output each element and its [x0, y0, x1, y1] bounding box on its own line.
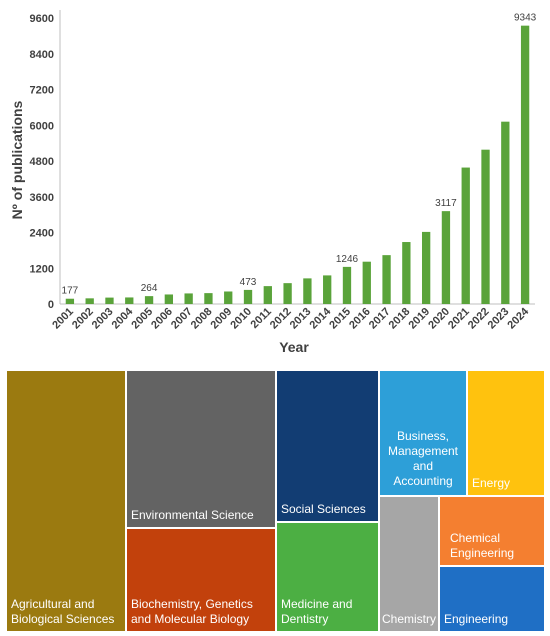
data-labels: 177 264 473 1246 3117 9343 — [62, 13, 537, 297]
treemap-cell-medicine: Medicine and Dentistry — [276, 522, 379, 632]
x-tick-label: 2012 — [268, 306, 294, 332]
y-tick-label: 1200 — [30, 263, 54, 275]
x-tick-label: 2008 — [189, 306, 215, 332]
y-axis-ticks: 0 1200 2400 3600 4800 6000 7200 8400 9600 — [30, 13, 54, 311]
treemap-label: Chemistry — [382, 612, 437, 626]
bar-2011 — [263, 286, 272, 304]
bar-2002 — [85, 298, 94, 304]
treemap-label: Energy — [472, 476, 511, 490]
bar-2019 — [421, 231, 431, 304]
bar-2023 — [501, 121, 510, 304]
bar-2009 — [224, 291, 233, 304]
x-tick-label: 2020 — [426, 306, 452, 332]
treemap-label: Biochemistry, Genetics and Molecular Bio… — [131, 597, 253, 626]
x-tick-label: 2018 — [387, 306, 413, 332]
x-axis-ticks: 2001200220032004200520062007200820092010… — [50, 305, 532, 331]
data-label-2001: 177 — [62, 286, 79, 297]
x-tick-label: 2022 — [466, 306, 492, 332]
bar-2015 — [342, 266, 352, 304]
data-label-2010: 473 — [240, 277, 257, 288]
treemap: Agricultural and Biological Sciences Env… — [6, 370, 545, 632]
treemap-cell-agricultural: Agricultural and Biological Sciences — [6, 370, 126, 632]
x-tick-label: 2019 — [406, 306, 432, 332]
x-tick-label: 2009 — [209, 306, 235, 332]
treemap-cell-biochemistry: Biochemistry, Genetics and Molecular Bio… — [126, 528, 276, 632]
bar-2017 — [382, 255, 391, 304]
y-tick-label: 8400 — [30, 49, 54, 61]
bar-2024 — [520, 25, 530, 304]
y-tick-label: 9600 — [30, 13, 54, 25]
bar-2004 — [125, 297, 134, 304]
treemap-cell-engineering: Engineering — [439, 566, 545, 632]
treemap-label: Agricultural and Biological Sciences — [11, 597, 115, 626]
x-tick-label: 2004 — [110, 305, 136, 331]
x-tick-label: 2007 — [169, 306, 195, 332]
x-tick-label: 2014 — [308, 305, 334, 331]
treemap-cell-business: Business, Management and Accounting — [379, 370, 467, 496]
data-label-2020: 3117 — [435, 198, 457, 209]
x-tick-label: 2003 — [90, 306, 116, 332]
x-tick-label: 2023 — [486, 306, 512, 332]
treemap-cell-energy: Energy — [467, 370, 545, 496]
bar-2013 — [303, 278, 312, 304]
y-tick-label: 0 — [48, 299, 54, 311]
treemap-cell-social: Social Sciences — [276, 370, 379, 522]
x-tick-label: 2011 — [249, 306, 274, 331]
x-tick-label: 2010 — [228, 306, 254, 332]
x-tick-label: 2013 — [288, 306, 314, 332]
x-axis-title: Year — [279, 339, 309, 355]
y-axis-title: Nº of publications — [9, 100, 25, 219]
treemap-label: Medicine and Dentistry — [281, 597, 353, 626]
treemap-label: Engineering — [444, 612, 509, 626]
bar-2012 — [283, 283, 292, 304]
x-tick-label: 2024 — [505, 305, 531, 331]
x-tick-label: 2015 — [327, 306, 353, 332]
data-label-2024: 9343 — [514, 13, 537, 24]
bar-2006 — [164, 294, 174, 304]
bar-2014 — [323, 275, 332, 304]
treemap-label: Chemical Engineering — [450, 531, 515, 560]
bar-chart: 0 1200 2400 3600 4800 6000 7200 8400 9600 177 264… — [9, 10, 537, 355]
bar-2022 — [481, 149, 490, 304]
x-tick-label: 2017 — [367, 306, 393, 332]
treemap-cell-environmental: Environmental Science — [126, 370, 276, 528]
treemap-label: Business, Management and Accounting — [387, 429, 459, 488]
bar-2007 — [184, 293, 193, 304]
bar-2005 — [144, 296, 154, 304]
bar-2003 — [105, 297, 114, 304]
bar-2020 — [441, 211, 451, 304]
bar-2010 — [243, 289, 253, 304]
bar-2008 — [204, 293, 213, 304]
bars — [65, 25, 530, 304]
treemap-label: Social Sciences — [281, 502, 366, 516]
treemap-cell-chemistry: Chemistry — [379, 496, 439, 632]
x-tick-label: 2006 — [149, 306, 175, 332]
y-tick-label: 7200 — [30, 85, 54, 97]
x-tick-label: 2002 — [70, 306, 96, 332]
treemap-label: Environmental Science — [131, 508, 254, 522]
y-tick-label: 6000 — [30, 120, 54, 132]
y-tick-label: 4800 — [30, 156, 54, 168]
data-label-2005: 264 — [141, 283, 158, 294]
bar-2021 — [461, 167, 470, 304]
x-tick-label: 2016 — [347, 306, 373, 332]
x-tick-label: 2005 — [129, 306, 155, 332]
bar-2016 — [362, 261, 371, 304]
x-tick-label: 2001 — [50, 306, 76, 332]
x-tick-label: 2021 — [446, 306, 472, 332]
data-label-2015: 1246 — [336, 254, 359, 265]
bar-2001 — [65, 298, 75, 304]
bar-2018 — [402, 242, 411, 304]
y-tick-label: 2400 — [30, 228, 54, 240]
treemap-cell-chemical-engineering: Chemical Engineering — [439, 496, 545, 566]
y-tick-label: 3600 — [30, 192, 54, 204]
